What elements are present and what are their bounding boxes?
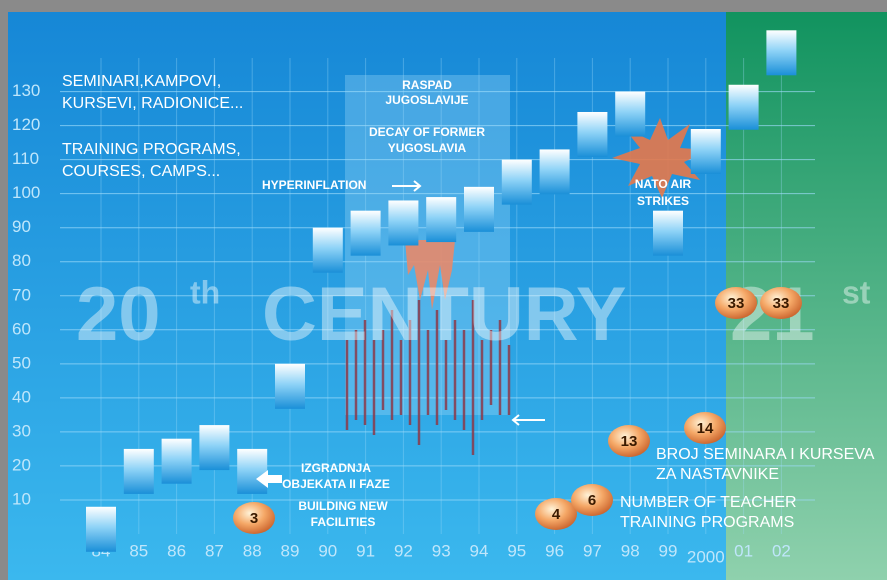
note: JUGOSLAVIJE: [385, 93, 468, 107]
bar: [237, 449, 267, 494]
y-tick-label: 10: [12, 489, 31, 508]
y-tick-label: 120: [12, 115, 40, 134]
x-tick-label: 90: [318, 541, 337, 560]
bar: [388, 200, 418, 245]
bar: [577, 112, 607, 157]
x-tick-label: 85: [129, 541, 148, 560]
watermark: CENTURY: [262, 272, 627, 357]
note: NATO AIR: [635, 177, 692, 191]
x-tick-label: 02: [772, 541, 791, 560]
x-tick-label: 86: [167, 541, 186, 560]
bar: [124, 449, 154, 494]
bar: [615, 92, 645, 137]
y-tick-label: 110: [12, 149, 39, 168]
note: OBJEKATA II FAZE: [282, 477, 390, 491]
y-tick-label: 80: [12, 251, 31, 270]
y-tick-label: 60: [12, 319, 31, 338]
note: ZA NASTAVNIKE: [656, 466, 779, 483]
note: BUILDING NEW: [298, 499, 388, 513]
y-tick-label: 70: [12, 285, 31, 304]
x-tick-label: 2000: [687, 547, 725, 566]
badge-label: 6: [588, 492, 596, 509]
bar: [540, 149, 570, 194]
watermark: th: [190, 274, 220, 310]
note: TRAINING PROGRAMS: [620, 514, 794, 531]
y-tick-label: 20: [12, 455, 31, 474]
badge-label: 3: [250, 510, 258, 527]
note: FACILITIES: [311, 515, 376, 529]
note: BROJ SEMINARA I KURSEVA: [656, 446, 875, 463]
chart: 1020304050607080901001101201308485868788…: [0, 0, 887, 580]
badge-label: 4: [552, 506, 561, 523]
bar: [199, 425, 229, 470]
badge-label: 33: [773, 295, 790, 312]
badge-label: 14: [697, 420, 714, 437]
y-tick-label: 40: [12, 387, 31, 406]
watermark: st: [842, 274, 871, 310]
bar: [426, 197, 456, 242]
note: NUMBER OF TEACHER: [620, 494, 797, 511]
y-tick-label: 130: [12, 81, 40, 100]
watermark: 20: [76, 272, 161, 357]
x-tick-label: 96: [545, 541, 564, 560]
x-tick-label: 88: [243, 541, 262, 560]
x-tick-label: 91: [356, 541, 375, 560]
y-tick-label: 90: [12, 217, 31, 236]
note: DECAY OF FORMER: [369, 125, 485, 139]
note: RASPAD: [402, 78, 452, 92]
x-tick-label: 94: [470, 541, 489, 560]
bar: [313, 228, 343, 273]
note: TRAINING PROGRAMS,: [62, 141, 241, 158]
note: SEMINARI,KAMPOVI,: [62, 73, 221, 90]
x-tick-label: 93: [432, 541, 451, 560]
bar: [691, 129, 721, 174]
note: IZGRADNJA: [301, 461, 371, 475]
badge-label: 13: [621, 433, 638, 450]
y-tick-label: 50: [12, 353, 31, 372]
bar: [86, 507, 116, 552]
note: HYPERINFLATION: [262, 178, 366, 192]
x-tick-label: 99: [659, 541, 678, 560]
bar: [766, 30, 796, 75]
note: STRIKES: [637, 194, 689, 208]
x-tick-label: 89: [281, 541, 300, 560]
x-tick-label: 95: [507, 541, 526, 560]
note: YUGOSLAVIA: [388, 141, 467, 155]
bar: [502, 160, 532, 205]
bar: [729, 85, 759, 130]
bar: [275, 364, 305, 409]
x-tick-label: 98: [621, 541, 640, 560]
bar: [351, 211, 381, 256]
badge-label: 33: [728, 295, 745, 312]
y-tick-label: 30: [12, 421, 31, 440]
bar: [162, 439, 192, 484]
x-tick-label: 97: [583, 541, 602, 560]
note: COURSES, CAMPS...: [62, 163, 220, 180]
bar: [653, 211, 683, 256]
x-tick-label: 87: [205, 541, 224, 560]
note: KURSEVI, RADIONICE...: [62, 95, 243, 112]
bar: [464, 187, 494, 232]
x-tick-label: 92: [394, 541, 413, 560]
y-tick-label: 100: [12, 183, 40, 202]
x-tick-label: 01: [734, 541, 753, 560]
